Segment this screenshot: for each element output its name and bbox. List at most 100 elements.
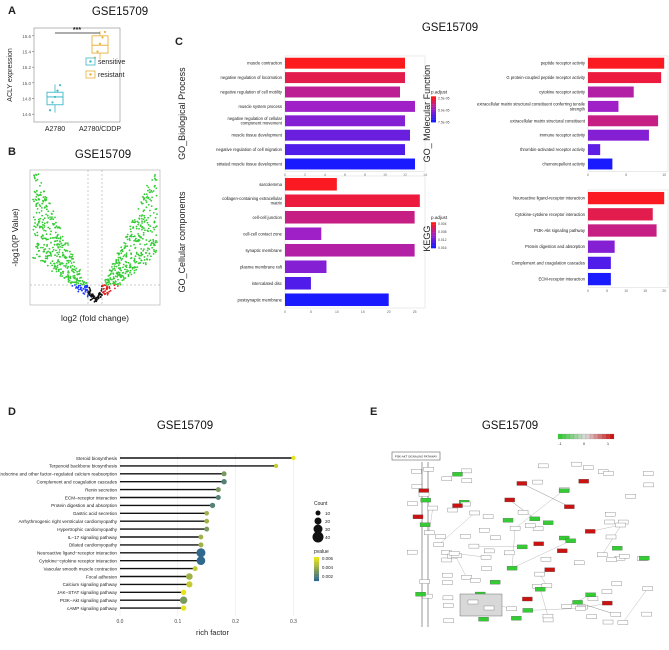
gene-node xyxy=(418,492,430,497)
volcano-point xyxy=(154,226,157,228)
volcano-point xyxy=(72,276,75,279)
gene-node xyxy=(597,552,608,557)
bar xyxy=(588,144,601,156)
volcano-point xyxy=(60,242,63,245)
volcano-point xyxy=(123,247,126,249)
volcano-point xyxy=(78,270,80,272)
volcano-point xyxy=(146,195,149,198)
enrichment-chart-2: GO_ Molecular Function peptide receptor a… xyxy=(422,55,669,177)
volcano-point xyxy=(154,241,157,244)
data-point xyxy=(48,109,52,112)
volcano-point xyxy=(69,256,71,259)
x-tick-label: A2780 xyxy=(45,126,65,133)
x-tick-label: 8 xyxy=(364,173,366,177)
bar-label: cytokine receptor activity xyxy=(539,90,586,95)
gene-node xyxy=(506,606,517,612)
volcano-point xyxy=(67,265,69,268)
gene-node xyxy=(575,606,586,611)
gene-node xyxy=(490,580,501,585)
volcano-point xyxy=(50,241,52,244)
gene-node xyxy=(542,617,554,623)
volcano-point xyxy=(79,288,82,291)
bar xyxy=(588,256,611,270)
gene-node xyxy=(574,560,585,566)
volcano-point xyxy=(81,289,83,292)
volcano-point xyxy=(116,274,119,276)
x-tick-label: 14 xyxy=(423,173,427,177)
volcano-point xyxy=(142,262,145,265)
lollipop-dot xyxy=(204,526,210,532)
volcano-point xyxy=(155,225,158,227)
volcano-point xyxy=(42,218,45,221)
volcano-point xyxy=(81,283,84,286)
volcano-point xyxy=(137,233,140,235)
category-label: Cytokine−cytokine receptor interaction xyxy=(39,559,117,564)
gene-node xyxy=(610,612,622,617)
bar xyxy=(588,240,615,253)
volcano-point xyxy=(133,243,135,246)
volcano-point xyxy=(110,269,112,272)
volcano-point xyxy=(57,253,60,256)
volcano-point xyxy=(62,244,65,247)
volcano-point xyxy=(76,270,78,273)
volcano-point xyxy=(60,271,62,274)
gene-node xyxy=(461,575,472,580)
volcano-point xyxy=(58,261,60,263)
volcano-point xyxy=(36,178,39,181)
volcano-point xyxy=(109,282,112,285)
x-tick-label: 10 xyxy=(383,173,387,177)
volcano-point xyxy=(143,259,146,261)
volcano-point xyxy=(133,257,136,260)
volcano-point xyxy=(75,281,78,284)
volcano-point xyxy=(113,265,116,268)
legend-gradient-step xyxy=(314,573,319,577)
volcano-point xyxy=(76,279,79,282)
volcano-point xyxy=(71,269,73,272)
volcano-point xyxy=(64,257,67,260)
volcano-point xyxy=(128,237,131,240)
volcano-point xyxy=(148,258,151,261)
volcano-point xyxy=(129,269,132,272)
volcano-point xyxy=(56,255,58,257)
volcano-point xyxy=(148,252,151,255)
data-point xyxy=(53,95,57,99)
volcano-point xyxy=(43,217,46,220)
volcano-point xyxy=(79,284,82,287)
gene-node xyxy=(535,587,546,592)
category-label: JAK−STAT signaling pathway xyxy=(57,590,118,595)
pathway-edge xyxy=(540,589,549,617)
pathway-edge xyxy=(438,512,475,545)
volcano-point xyxy=(142,210,145,213)
volcano-point xyxy=(40,259,42,262)
x-tick-label: 5 xyxy=(606,289,608,293)
category-label: Protein digestion and absorption xyxy=(51,503,117,508)
volcano-point xyxy=(103,290,105,293)
gene-node xyxy=(468,543,480,549)
volcano-point xyxy=(59,227,62,230)
volcano-point xyxy=(63,265,65,267)
volcano-point xyxy=(85,282,87,285)
volcano-point xyxy=(142,231,145,234)
gene-node xyxy=(617,620,629,625)
volcano-point xyxy=(112,276,115,278)
volcano-point xyxy=(46,243,48,246)
volcano-point xyxy=(53,267,55,270)
volcano-point xyxy=(84,291,87,293)
volcano-point xyxy=(86,284,89,287)
x-tick-label: 6 xyxy=(344,173,346,177)
volcano-point xyxy=(49,237,52,240)
volcano-point xyxy=(97,297,100,300)
volcano-point xyxy=(36,193,38,196)
bar-label: thrombin-activated receptor activity xyxy=(520,147,586,152)
volcano-point xyxy=(42,227,44,230)
volcano-point xyxy=(146,184,148,187)
volcano-point xyxy=(125,253,128,256)
legend-title: pvalue xyxy=(314,549,329,555)
volcano-point xyxy=(133,219,136,221)
lollipop-dot xyxy=(196,548,206,558)
volcano-point xyxy=(53,240,56,243)
scale-swatch xyxy=(609,433,615,440)
bar xyxy=(285,100,415,112)
volcano-point xyxy=(58,248,61,251)
volcano-point xyxy=(138,218,141,220)
